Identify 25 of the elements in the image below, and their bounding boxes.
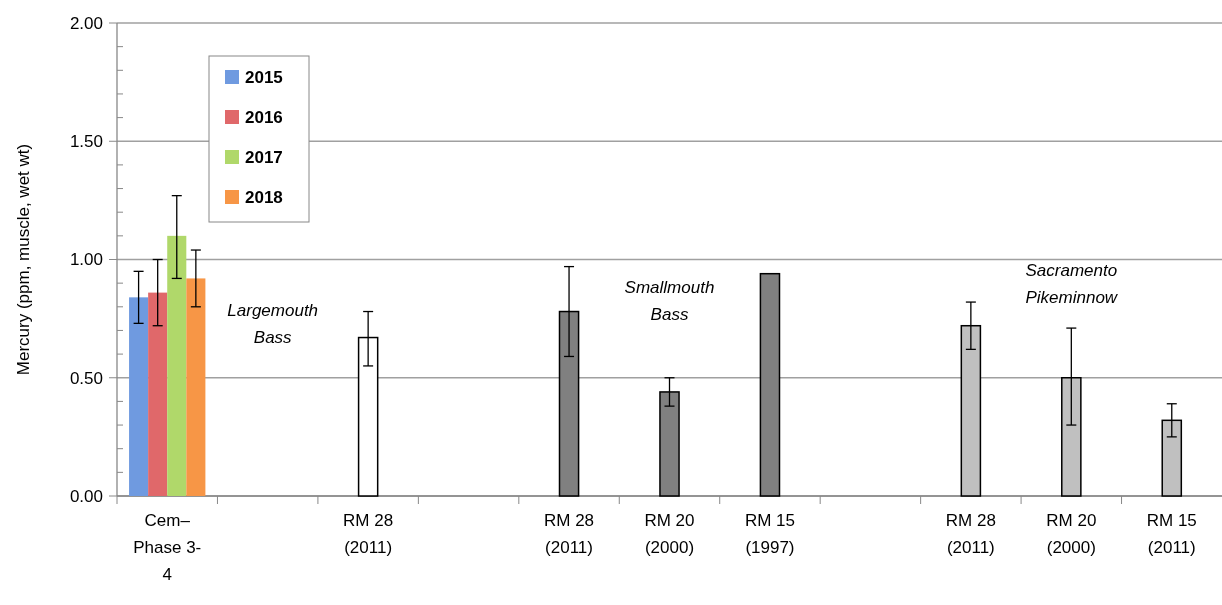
x-tick-label: RM 15 (1997)	[744, 511, 795, 557]
y-tick-label: 2.00	[69, 13, 103, 33]
x-tick-label: Cem–Phase 3-4	[133, 511, 202, 584]
legend-label: 2017	[245, 147, 283, 167]
annotation: Largemouth Bass	[227, 301, 319, 348]
bar	[148, 292, 168, 496]
x-tick-label: RM 28 (2011)	[343, 511, 394, 557]
x-tick-label: RM 28 (2011)	[945, 511, 996, 557]
y-axis-title: Mercury (ppm, muscle, wet wt)	[13, 143, 33, 376]
bar	[167, 235, 187, 496]
x-tick-label: RM 28 (2011)	[544, 511, 595, 557]
y-tick-label: 1.00	[69, 250, 103, 270]
legend-label: 2018	[245, 187, 283, 207]
y-tick-label: 0.00	[69, 486, 103, 506]
y-tick-label: 1.50	[69, 132, 103, 152]
x-tick-label: RM 20 (2000)	[1046, 511, 1097, 557]
bar	[186, 278, 206, 496]
annotation: Smallmouth Bass	[624, 277, 715, 324]
x-tick-label: RM 20 (2000)	[644, 511, 695, 557]
legend-label: 2015	[245, 67, 283, 87]
x-tick-label: RM 15 (2011)	[1146, 511, 1197, 557]
legend-label: 2016	[245, 107, 283, 127]
annotation: Sacramento Pikeminnow	[1025, 261, 1119, 308]
y-tick-label: 0.50	[69, 368, 103, 388]
bar	[129, 297, 149, 496]
